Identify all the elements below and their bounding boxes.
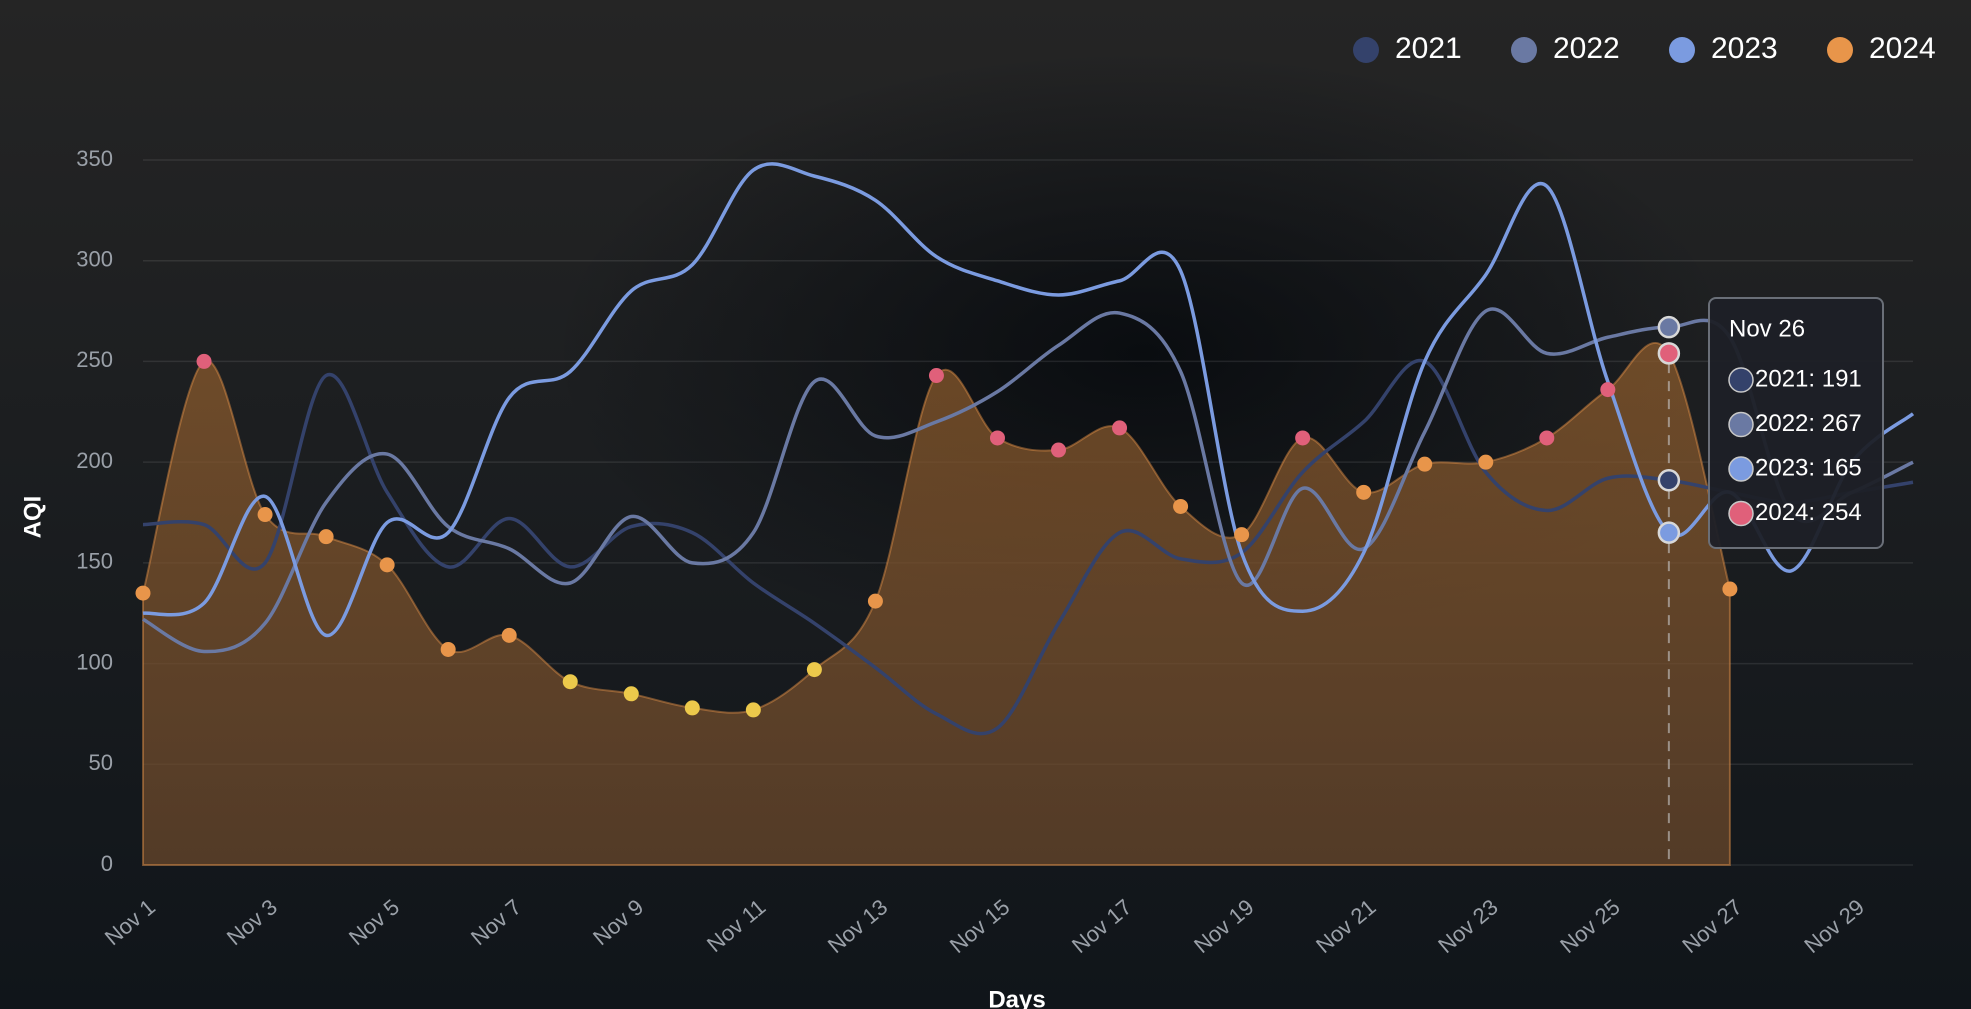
y-axis-title: AQI <box>19 496 46 539</box>
y-tick-label: 50 <box>89 750 113 775</box>
point <box>1173 498 1189 514</box>
point <box>1722 581 1738 597</box>
point <box>1356 484 1372 500</box>
tooltip-swatch <box>1728 411 1754 438</box>
y-tick-label: 200 <box>76 448 113 473</box>
point <box>806 662 822 678</box>
active-point <box>1657 315 1681 339</box>
point <box>867 593 883 609</box>
point <box>1295 430 1311 446</box>
point <box>196 353 212 369</box>
legend-label: 2022 <box>1553 32 1620 65</box>
point <box>684 700 700 716</box>
point <box>379 557 395 573</box>
point <box>745 702 761 718</box>
point <box>257 507 273 523</box>
x-axis-title: Days <box>988 986 1045 1009</box>
point <box>928 368 944 384</box>
active-point <box>1657 521 1681 544</box>
tooltip-item: 2022: 267 <box>1755 410 1862 437</box>
tooltip-item: 2024: 254 <box>1755 499 1862 526</box>
tooltip-swatch <box>1728 500 1754 527</box>
point <box>501 627 517 643</box>
tooltip-title: Nov 26 <box>1729 315 1805 342</box>
point <box>562 674 578 690</box>
y-tick-label: 350 <box>76 146 113 171</box>
legend-label: 2024 <box>1869 32 1936 65</box>
legend-label: 2021 <box>1395 32 1462 65</box>
point <box>1234 527 1250 543</box>
point <box>623 686 639 702</box>
point <box>135 585 151 601</box>
line <box>142 307 1914 654</box>
point <box>1539 430 1555 446</box>
legend-swatch <box>1353 37 1379 63</box>
y-tick-label: 250 <box>76 347 113 372</box>
line <box>142 162 1915 638</box>
tooltip-swatch <box>1728 367 1754 393</box>
point <box>1112 420 1128 436</box>
tooltip-swatch <box>1728 456 1754 482</box>
point <box>1417 456 1433 472</box>
line <box>142 358 1914 736</box>
active-point <box>1657 342 1681 365</box>
tooltip-box <box>1708 297 1884 549</box>
point <box>440 641 456 657</box>
legend-swatch <box>1827 37 1853 63</box>
active-point <box>1657 469 1681 492</box>
legend-label: 2023 <box>1711 32 1778 65</box>
y-tick-label: 150 <box>76 549 113 574</box>
tooltip-item: 2023: 165 <box>1755 454 1862 481</box>
point <box>318 529 334 545</box>
legend-swatch <box>1511 37 1537 63</box>
y-tick-label: 0 <box>101 851 113 876</box>
point <box>1478 454 1494 470</box>
legend-swatch <box>1669 37 1695 63</box>
point <box>1600 382 1616 398</box>
y-tick-label: 100 <box>76 649 113 674</box>
point <box>989 430 1005 446</box>
y-tick-label: 300 <box>76 247 113 272</box>
tooltip-item: 2021: 191 <box>1755 365 1862 392</box>
point <box>1051 442 1067 458</box>
